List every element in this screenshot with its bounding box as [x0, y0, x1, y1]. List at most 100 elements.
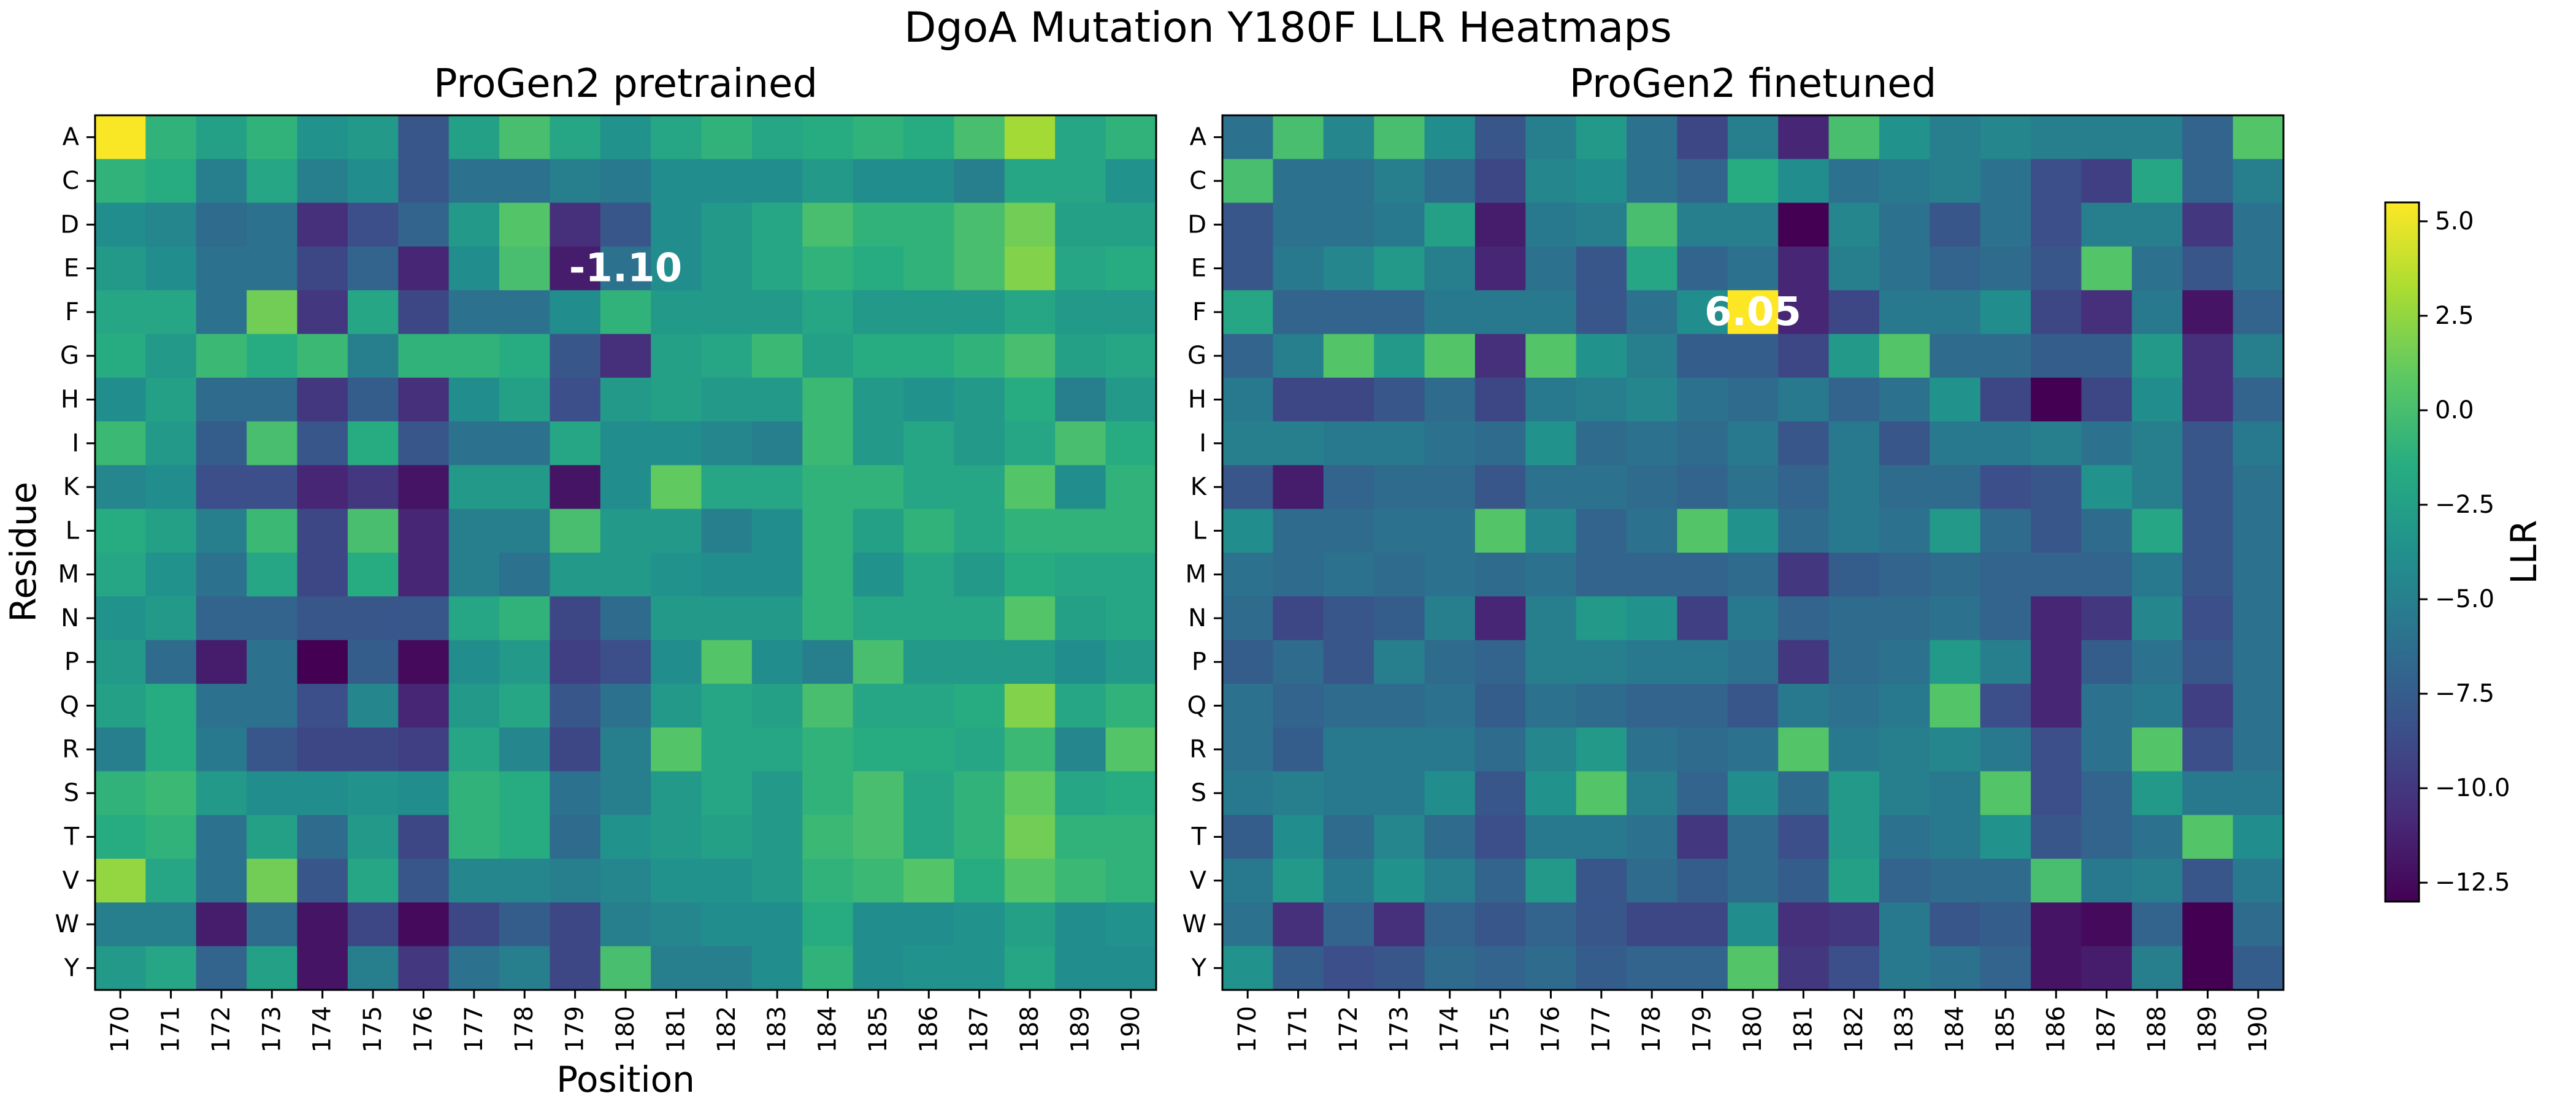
y-tick-label: P [1192, 648, 1206, 676]
y-tick-label: A [1190, 123, 1207, 151]
x-tick-label: 185 [864, 1006, 892, 1052]
heatmap-cell [802, 727, 854, 772]
heatmap-cell [1222, 377, 1273, 422]
heatmap-cell [1727, 421, 1779, 466]
heatmap-cell [1879, 290, 1930, 335]
heatmap-cell [1323, 421, 1374, 466]
heatmap-cell [1879, 815, 1930, 859]
x-tick-label: 179 [561, 1006, 589, 1052]
heatmap-cell [1374, 159, 1425, 204]
heatmap-cell [196, 465, 247, 510]
heatmap-cell [751, 202, 803, 247]
heatmap-cell [1222, 815, 1273, 859]
heatmap-cell [701, 290, 753, 335]
heatmap-cell [1576, 640, 1627, 684]
heatmap-cell [95, 815, 146, 859]
heatmap-cell [1576, 334, 1627, 378]
heatmap-cell [145, 771, 197, 816]
heatmap-cell [398, 202, 450, 247]
y-tick-label: P [64, 648, 79, 676]
heatmap-cell [2233, 508, 2284, 553]
heatmap-cell [1273, 465, 1324, 510]
heatmap-cell [1374, 202, 1425, 247]
heatmap-cell [2081, 727, 2133, 772]
heatmap-cell [954, 771, 1005, 816]
y-tick-label: C [62, 167, 79, 195]
heatmap-cell [2131, 553, 2183, 597]
panel-title-finetuned: ProGen2 finetuned [1570, 61, 1937, 107]
heatmap-cell [651, 553, 702, 597]
heatmap-cell [2182, 946, 2234, 991]
heatmap-cell [1828, 202, 1880, 247]
heatmap-cell [448, 465, 500, 510]
heatmap-cell [550, 290, 601, 335]
heatmap-cell [954, 246, 1005, 291]
heatmap-cell [2182, 902, 2234, 947]
heatmap-cell [196, 421, 247, 466]
colorbar: 5.0 2.5 0.0 −2.5 −5.0 −7.5 −10.0 −12.5 LLR [2384, 201, 2545, 903]
heatmap-cell [1474, 683, 1526, 728]
heatmap-cell [95, 202, 146, 247]
heatmap-cell [1778, 377, 1830, 422]
heatmap-cell [2233, 640, 2284, 684]
heatmap-cell [1323, 946, 1374, 991]
heatmap-cell [600, 290, 651, 335]
heatmap-cell [1828, 727, 1880, 772]
heatmap-cell [499, 508, 551, 553]
heatmap-cell [1525, 421, 1577, 466]
heatmap-cell [1627, 859, 1678, 903]
heatmap-cell [1222, 902, 1273, 947]
heatmap-cell [1879, 859, 1930, 903]
heatmap-cell [1105, 902, 1157, 947]
heatmap-cell [1879, 902, 1930, 947]
heatmap-cell [1424, 902, 1476, 947]
heatmap-cell [903, 902, 955, 947]
heatmap-cell [1576, 246, 1627, 291]
heatmap-cell [1374, 553, 1425, 597]
heatmap-cell [247, 771, 298, 816]
heatmap-cell [1004, 508, 1056, 553]
heatmap-cell [1930, 421, 1981, 466]
heatmap-cell [297, 946, 348, 991]
heatmap-cell [1004, 771, 1056, 816]
heatmap-cell [701, 859, 753, 903]
heatmap-cell [651, 115, 702, 159]
heatmap-cell [1004, 465, 1056, 510]
heatmap-cell [1727, 465, 1779, 510]
heatmap-cell [196, 508, 247, 553]
heatmap-cell [2182, 159, 2234, 204]
heatmap-cell [145, 640, 197, 684]
heatmap-cell [751, 683, 803, 728]
heatmap-cell [1004, 246, 1056, 291]
heatmap-cell [853, 465, 904, 510]
heatmap-cell [1576, 683, 1627, 728]
heatmap-cell [1677, 421, 1728, 466]
y-tick-label: I [1199, 429, 1206, 458]
heatmap-cell [1727, 334, 1779, 378]
heatmap-cell [1677, 334, 1728, 378]
heatmap-cell [2081, 421, 2133, 466]
heatmap-cell [1525, 115, 1577, 159]
heatmap-cell [1677, 727, 1728, 772]
heatmap-cell [853, 946, 904, 991]
heatmap-cell [1525, 859, 1577, 903]
heatmap-cell [1525, 465, 1577, 510]
heatmap-cell [1677, 596, 1728, 641]
heatmap-cell [1273, 815, 1324, 859]
heatmap-cell [1525, 553, 1577, 597]
heatmap-cell [2081, 159, 2133, 204]
heatmap-cell [1474, 902, 1526, 947]
heatmap-cell [1677, 859, 1728, 903]
heatmap-cell [1424, 115, 1476, 159]
heatmap-cell [1879, 159, 1930, 204]
heatmap-cell [1778, 421, 1830, 466]
heatmap-cell [1004, 902, 1056, 947]
heatmap-cell [1627, 159, 1678, 204]
heatmap-cell [1273, 421, 1324, 466]
heatmap-cell [600, 465, 651, 510]
y-tick-label: I [72, 429, 79, 458]
x-tick-label: 188 [2143, 1006, 2171, 1052]
heatmap-cell [196, 946, 247, 991]
heatmap-cell [1055, 902, 1106, 947]
heatmap-cell [196, 115, 247, 159]
